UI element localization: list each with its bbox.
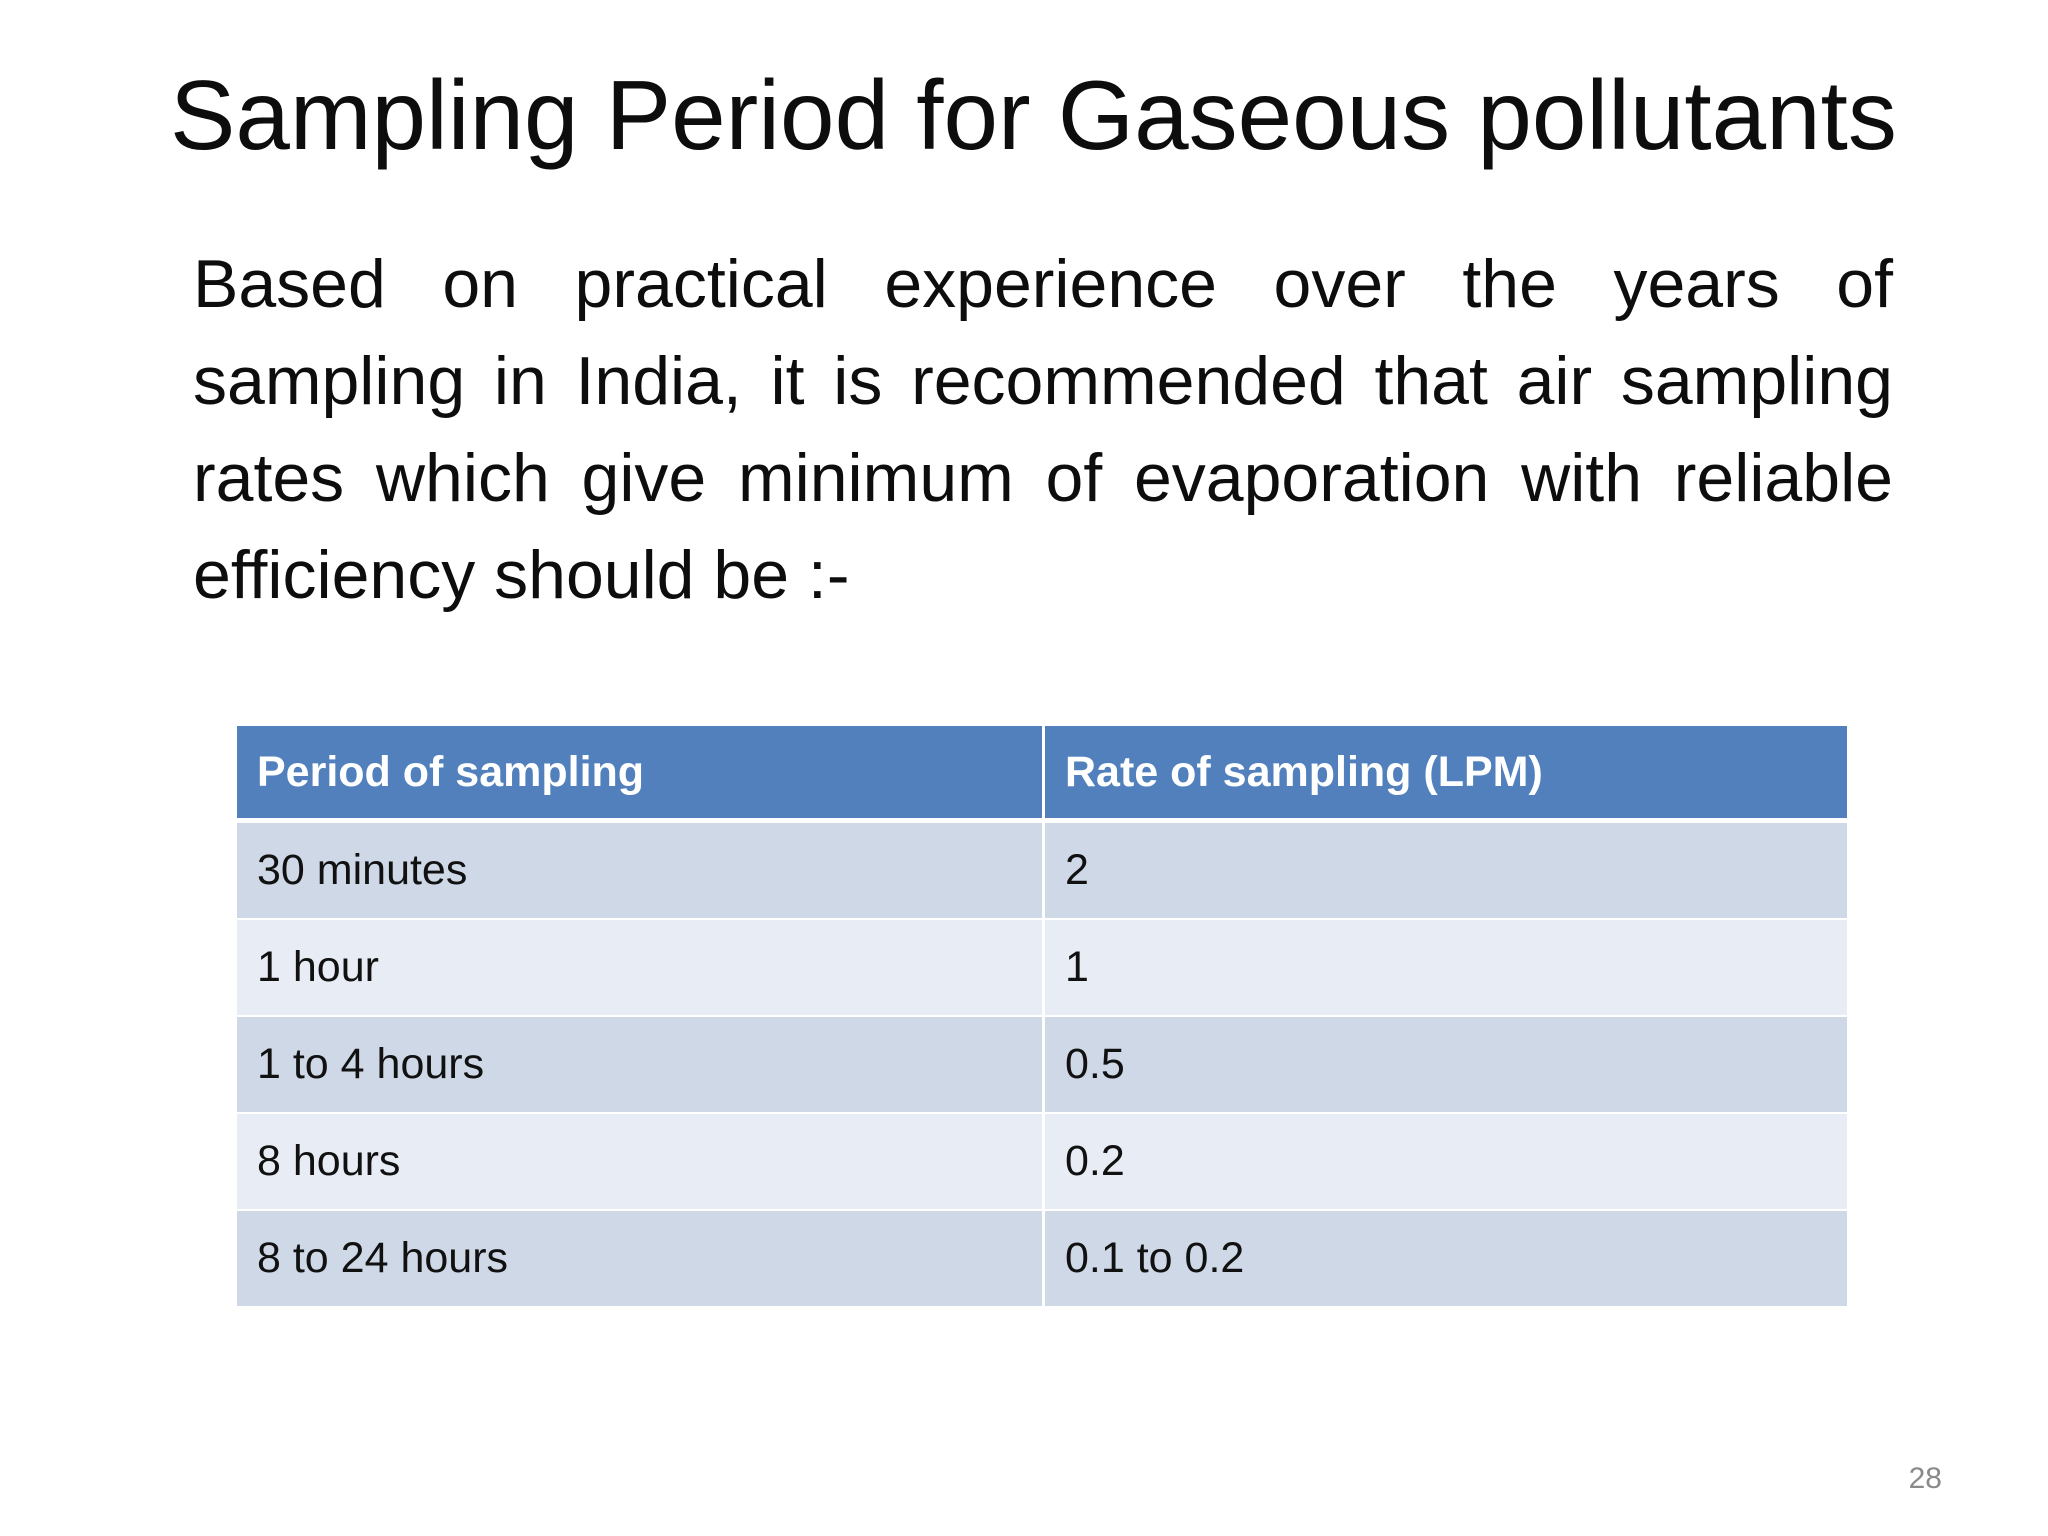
cell-rate: 1 (1042, 920, 1847, 1017)
cell-rate: 2 (1042, 823, 1847, 920)
cell-rate: 0.5 (1042, 1017, 1847, 1114)
slide-title: Sampling Period for Gaseous pollutants (170, 60, 1897, 170)
cell-period: 8 hours (237, 1114, 1042, 1211)
sampling-rate-table: Period of sampling Rate of sampling (LPM… (237, 726, 1847, 1308)
table-row: 1 hour 1 (237, 920, 1847, 1017)
table-header-row: Period of sampling Rate of sampling (LPM… (237, 726, 1847, 823)
table-row: 30 minutes 2 (237, 823, 1847, 920)
cell-period: 8 to 24 hours (237, 1211, 1042, 1308)
table-row: 8 to 24 hours 0.1 to 0.2 (237, 1211, 1847, 1308)
cell-period: 1 to 4 hours (237, 1017, 1042, 1114)
cell-rate: 0.2 (1042, 1114, 1847, 1211)
body-paragraph: Based on practical experience over the y… (193, 246, 1893, 613)
cell-period: 1 hour (237, 920, 1042, 1017)
table-row: 8 hours 0.2 (237, 1114, 1847, 1211)
header-rate: Rate of sampling (LPM) (1042, 726, 1847, 823)
header-period: Period of sampling (237, 726, 1042, 823)
cell-period: 30 minutes (237, 823, 1042, 920)
table-row: 1 to 4 hours 0.5 (237, 1017, 1847, 1114)
slide-number: 28 (1908, 1462, 1942, 1495)
cell-rate: 0.1 to 0.2 (1042, 1211, 1847, 1308)
